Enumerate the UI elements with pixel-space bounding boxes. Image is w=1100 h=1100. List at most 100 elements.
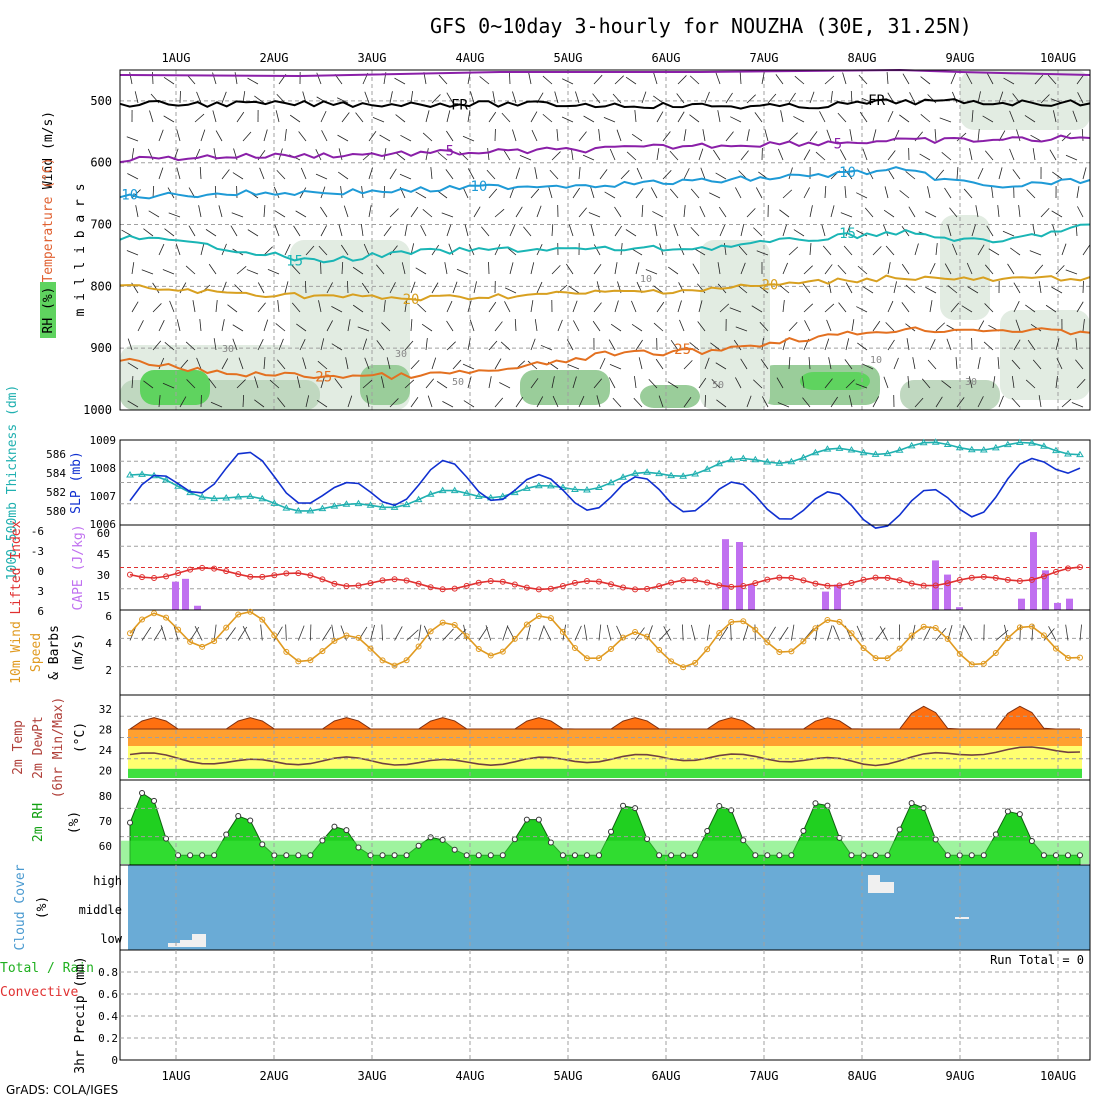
wind-barb	[941, 380, 952, 389]
surface-wind-barb	[423, 625, 432, 641]
wind-barb	[242, 131, 252, 142]
surface-wind-barb	[879, 626, 888, 641]
wind-barb	[683, 168, 690, 180]
wind-barb	[704, 91, 710, 104]
wind-barb	[338, 148, 343, 161]
wind-barb	[872, 129, 877, 142]
wind-barb	[859, 111, 868, 123]
thickness-line-marker	[1003, 440, 1012, 448]
wind-speed-line-marker	[992, 649, 999, 656]
rh-marker	[776, 852, 783, 859]
wind-barb	[735, 377, 742, 389]
wind-barb	[444, 262, 448, 275]
wind-barb	[152, 282, 160, 294]
wind-barb	[542, 113, 553, 123]
cloud-bar	[180, 940, 192, 947]
lifted-index-line-marker	[439, 586, 446, 593]
wind-barb	[887, 150, 896, 161]
wind-barb	[242, 394, 245, 408]
rh-shading	[140, 370, 210, 405]
wind-barb	[614, 300, 619, 313]
wind-barb	[572, 187, 580, 199]
wind-barb	[794, 75, 805, 85]
wind-barb	[315, 173, 328, 180]
surface-wind-barb	[790, 624, 795, 641]
wind-barb	[864, 207, 874, 218]
lifted-index-line-marker	[1040, 573, 1047, 580]
wind-barb	[667, 381, 679, 389]
wind-barb	[383, 226, 392, 237]
thickness-line-marker	[571, 485, 579, 493]
wind-barb	[1002, 230, 1015, 237]
thickness-line-marker	[811, 448, 820, 456]
wind-barb	[163, 76, 175, 85]
wind-barb	[652, 211, 664, 218]
wind-barb	[609, 148, 616, 161]
wind-barb	[221, 169, 230, 180]
wind-barb	[158, 320, 165, 332]
cloud-level-label: middle	[79, 903, 122, 917]
rh-marker	[680, 852, 687, 859]
wind-speed-line-marker	[223, 624, 230, 631]
rh-marker	[475, 852, 482, 859]
wind-speed-line-marker	[499, 648, 506, 655]
wind-barb	[179, 282, 187, 294]
surface-wind-barb	[242, 626, 251, 641]
wind-barb	[212, 72, 217, 85]
wind-barb	[697, 321, 706, 332]
lifted-index-line-marker	[595, 578, 602, 585]
wind-barb	[317, 360, 328, 370]
freezing-level-line-label: FR	[868, 93, 885, 109]
wind-barb	[857, 265, 868, 275]
wind-barb	[740, 358, 748, 370]
thickness-line-marker	[643, 468, 651, 475]
lifted-index-line-marker	[319, 576, 326, 583]
wind-barb	[452, 281, 458, 294]
wind-barb	[634, 110, 637, 123]
date-label-top: 4AUG	[456, 51, 485, 65]
lifted-index-line-marker	[475, 579, 482, 586]
wind-barb	[337, 171, 349, 180]
rh-marker	[499, 852, 506, 859]
cloud-ylabel-unit: (%)	[35, 896, 50, 919]
wind-barb	[221, 319, 225, 332]
thickness-line-marker	[210, 494, 219, 502]
rh-contour-label: 30	[395, 349, 407, 360]
wind-barb	[690, 226, 700, 237]
wind-speed-line	[129, 610, 1081, 669]
wind-barb	[361, 282, 370, 294]
wind-barb	[669, 150, 679, 161]
wind-barb	[788, 246, 799, 256]
wind-barb	[389, 398, 399, 408]
cape-bar	[736, 542, 743, 610]
thickness-line-marker	[126, 471, 134, 478]
wind-barb	[717, 262, 721, 275]
wind-barb	[802, 283, 811, 294]
lifted-index-line-marker	[331, 580, 338, 587]
lifted-index-line-marker	[608, 581, 615, 588]
wind-barb	[824, 378, 833, 389]
wind-barb	[347, 280, 349, 294]
date-label-bottom: 4AUG	[456, 1069, 485, 1083]
rh-contour-label: 10	[640, 274, 652, 285]
wind-barb	[326, 282, 333, 294]
wind-barb	[296, 323, 307, 332]
surface-wind-barb	[1048, 626, 1057, 641]
wind-barb	[1016, 129, 1021, 142]
wind-barb	[593, 302, 602, 313]
wind-barb	[971, 224, 976, 237]
thickness-line-marker	[306, 506, 315, 514]
wind-barb	[341, 261, 344, 275]
wind-barb	[987, 73, 994, 85]
surface-wind-barb	[543, 625, 552, 641]
wind-barb	[512, 129, 517, 142]
rh-marker	[367, 852, 374, 859]
thickness-line-marker	[871, 450, 880, 457]
wind-barb	[143, 228, 154, 237]
wind-barb	[590, 224, 595, 237]
wind-barb	[470, 91, 475, 104]
wind-speed-line-marker	[343, 632, 350, 639]
thickness-line-marker	[943, 440, 952, 447]
wind-barb	[1051, 286, 1063, 294]
wind-barb	[842, 72, 847, 85]
